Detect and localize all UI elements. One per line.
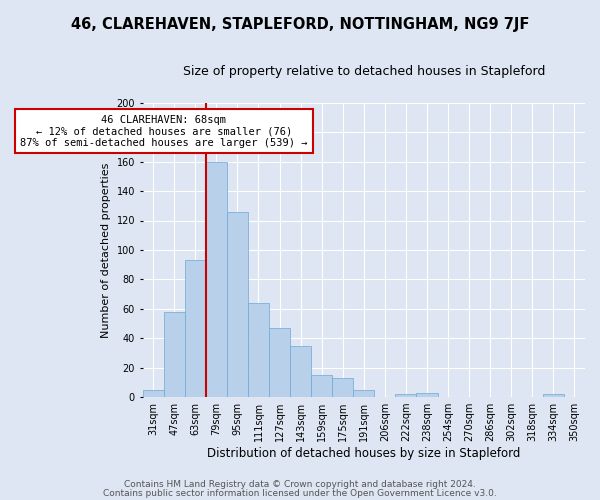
Bar xyxy=(332,378,353,397)
Y-axis label: Number of detached properties: Number of detached properties xyxy=(101,162,111,338)
Title: Size of property relative to detached houses in Stapleford: Size of property relative to detached ho… xyxy=(182,65,545,78)
Text: 46, CLAREHAVEN, STAPLEFORD, NOTTINGHAM, NG9 7JF: 46, CLAREHAVEN, STAPLEFORD, NOTTINGHAM, … xyxy=(71,18,529,32)
X-axis label: Distribution of detached houses by size in Stapleford: Distribution of detached houses by size … xyxy=(207,447,520,460)
Bar xyxy=(164,312,185,397)
Bar xyxy=(227,212,248,397)
Bar xyxy=(353,390,374,397)
Text: Contains HM Land Registry data © Crown copyright and database right 2024.: Contains HM Land Registry data © Crown c… xyxy=(124,480,476,489)
Text: Contains public sector information licensed under the Open Government Licence v3: Contains public sector information licen… xyxy=(103,489,497,498)
Bar xyxy=(206,162,227,397)
Bar xyxy=(416,392,437,397)
Bar xyxy=(543,394,564,397)
Bar xyxy=(185,260,206,397)
Bar xyxy=(248,303,269,397)
Bar xyxy=(269,328,290,397)
Bar xyxy=(143,390,164,397)
Bar xyxy=(290,346,311,397)
Text: 46 CLAREHAVEN: 68sqm
← 12% of detached houses are smaller (76)
87% of semi-detac: 46 CLAREHAVEN: 68sqm ← 12% of detached h… xyxy=(20,114,307,148)
Bar xyxy=(311,375,332,397)
Bar xyxy=(395,394,416,397)
